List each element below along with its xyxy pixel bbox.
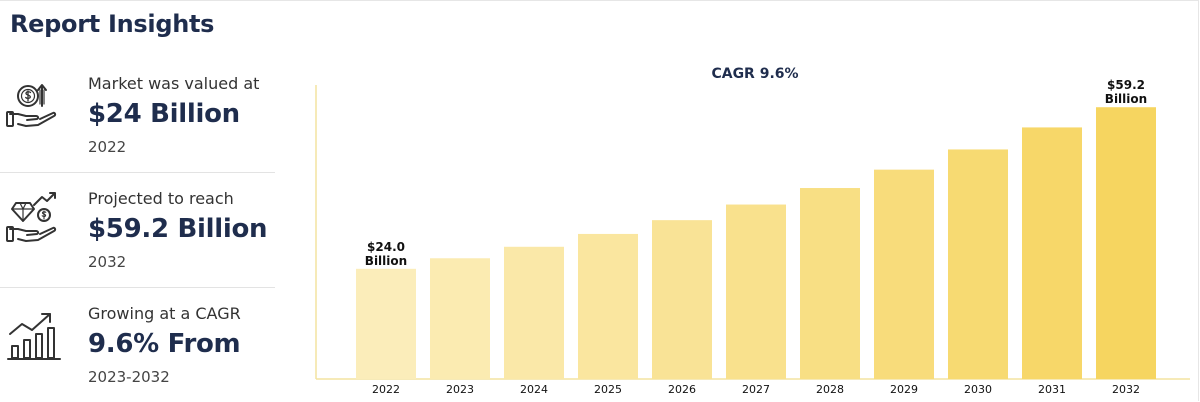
chart-svg: CAGR 9.6% 2022 2023 2024 2025 2026 2027 2028 202… [315,66,1190,396]
growth-chart-icon [6,306,62,362]
x-tick-label: 2030 [964,383,992,396]
insight-year: 2023-2032 [88,368,170,386]
insight-projected-value: Projected to reach $59.2 Billion 2032 [0,172,275,286]
x-tick-label: 2025 [594,383,622,396]
insight-label: Market was valued at [88,74,260,93]
x-tick-label: 2026 [668,383,696,396]
market-bar-chart: CAGR 9.6% 2022 2023 2024 2025 2026 2027 2028 202… [300,50,1200,402]
bar-2029 [874,169,934,379]
x-tick-label: 2029 [890,383,918,396]
bar-2026 [652,220,712,379]
insight-label: Projected to reach [88,189,234,208]
data-label-unit: Billion [365,254,407,268]
bar-2028 [800,188,860,379]
bar-2024 [504,246,564,379]
insight-value: $59.2 Billion [88,214,268,244]
bar-2027 [726,204,786,379]
x-tick-label: 2023 [446,383,474,396]
bar-2031 [1022,127,1082,379]
bar-2022 [356,268,416,379]
bar-2025 [578,233,638,379]
x-tick-label: 2027 [742,383,770,396]
data-label-unit: Billion [1105,92,1147,106]
money-hand-icon [6,76,62,132]
insight-value: $24 Billion [88,99,240,129]
diamond-hand-icon [6,191,62,247]
x-tick-label: 2022 [372,383,400,396]
x-tick-label: 2032 [1112,383,1140,396]
x-tick-label: 2031 [1038,383,1066,396]
x-tick-label: 2024 [520,383,548,396]
bar-2023 [430,258,490,379]
insight-value: 9.6% From [88,329,241,359]
data-label-value: $24.0 [367,240,405,254]
insight-label: Growing at a CAGR [88,304,241,323]
bar-2030 [948,149,1008,379]
bar-2032 [1096,107,1156,379]
insight-market-value: Market was valued at $24 Billion 2022 [0,58,275,171]
x-tick-label: 2028 [816,383,844,396]
chart-title: CAGR 9.6% [711,66,798,82]
insight-cagr: Growing at a CAGR 9.6% From 2023-2032 [0,287,275,401]
insight-year: 2022 [88,138,127,156]
page-title: Report Insights [10,10,215,38]
data-label-value: $59.2 [1107,78,1145,92]
insight-year: 2032 [88,253,127,271]
